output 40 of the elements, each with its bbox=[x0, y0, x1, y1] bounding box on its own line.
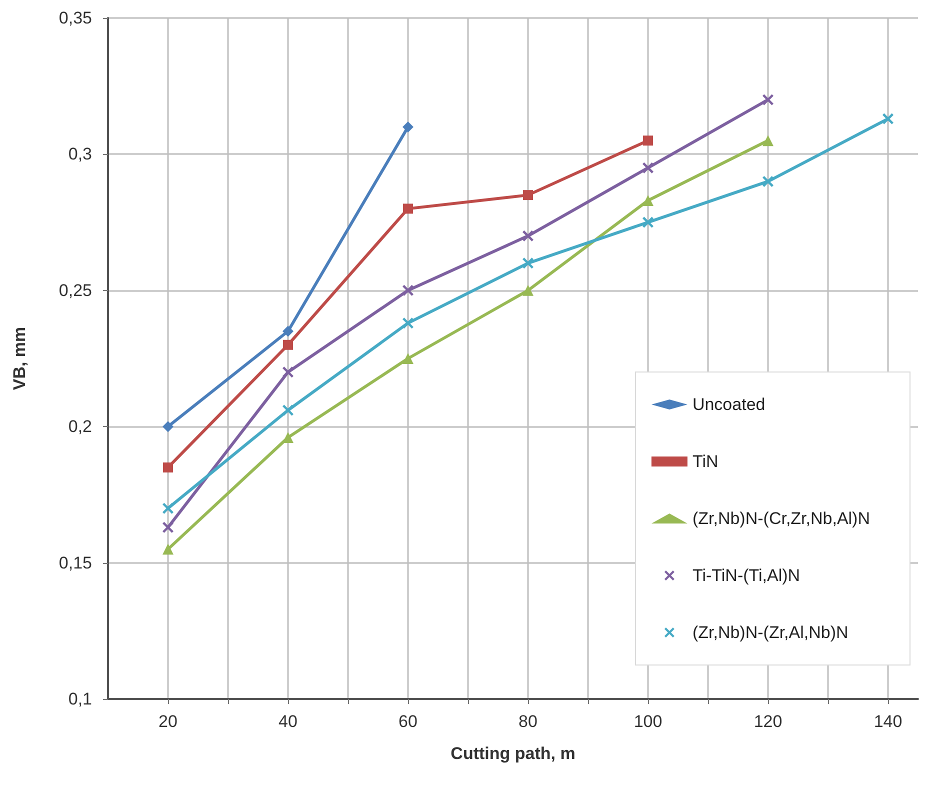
y-axis-title: VB, mm bbox=[10, 326, 29, 390]
x-tick-label: 120 bbox=[754, 712, 782, 731]
y-tick-label: 0,1 bbox=[68, 690, 92, 708]
point bbox=[282, 326, 294, 337]
point bbox=[522, 284, 534, 296]
point bbox=[162, 544, 174, 555]
point bbox=[403, 204, 413, 214]
point bbox=[523, 190, 533, 200]
point bbox=[283, 340, 293, 350]
y-tick-label: 0,2 bbox=[68, 417, 92, 436]
point bbox=[522, 230, 534, 242]
point bbox=[162, 522, 174, 533]
point bbox=[402, 121, 414, 132]
legend-label: Uncoated bbox=[692, 395, 766, 414]
y-tick-label: 0,35 bbox=[58, 8, 92, 28]
x-tick-label: 100 bbox=[634, 712, 662, 731]
point bbox=[762, 176, 774, 187]
point bbox=[282, 366, 294, 378]
legend-label: TiN bbox=[692, 452, 718, 471]
x-tick-label: 80 bbox=[518, 712, 538, 731]
point bbox=[162, 421, 174, 432]
point bbox=[762, 135, 774, 146]
point bbox=[402, 284, 414, 296]
x-tick-label: 20 bbox=[158, 712, 178, 731]
point bbox=[402, 353, 414, 364]
point bbox=[163, 462, 173, 472]
x-tick-label: 40 bbox=[278, 712, 298, 731]
point bbox=[402, 318, 414, 329]
point bbox=[643, 136, 653, 146]
legend-label: Ti-TiN-(Ti,Al)N bbox=[692, 566, 800, 585]
x-axis-title: Cutting path, m bbox=[450, 744, 576, 763]
y-tick-label: 0,3 bbox=[68, 144, 92, 164]
y-tick-label: 0,15 bbox=[58, 553, 92, 572]
point bbox=[282, 432, 294, 443]
y-tick-label: 0,25 bbox=[58, 280, 92, 300]
legend-label: (Zr,Nb)N-(Cr,Zr,Nb,Al)N bbox=[692, 509, 870, 528]
x-tick-label: 140 bbox=[874, 712, 902, 731]
x-tick-label: 60 bbox=[398, 712, 418, 731]
point bbox=[642, 195, 654, 206]
legend-label: (Zr,Nb)N-(Zr,Al,Nb)N bbox=[692, 623, 848, 642]
